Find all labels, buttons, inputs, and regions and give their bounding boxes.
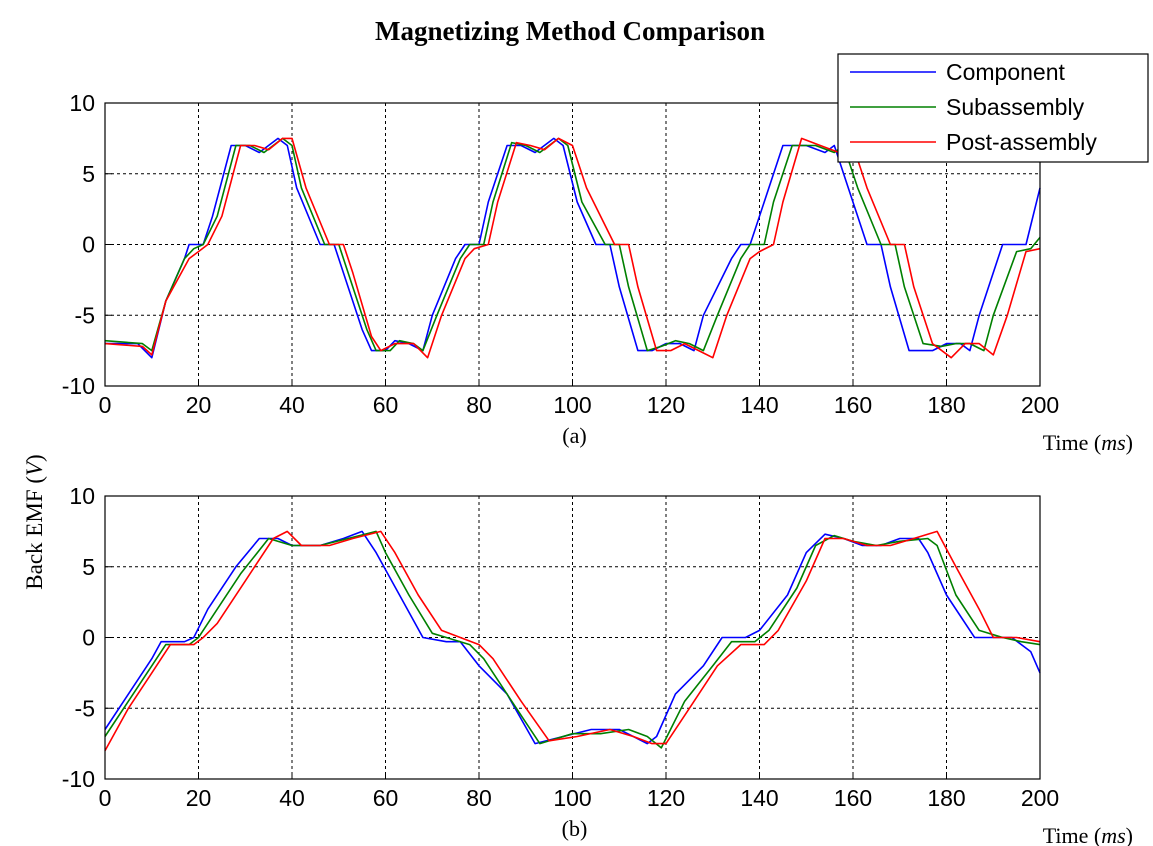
x-tick-label: 100 (553, 392, 591, 418)
legend-label: Post-assembly (946, 129, 1097, 155)
x-tick-label: 140 (740, 785, 778, 811)
series-line-component (104, 530, 1041, 745)
x-tick-label: 120 (647, 392, 685, 418)
x-tick-label: 60 (373, 392, 399, 418)
y-tick-label: 10 (69, 483, 95, 509)
x-tick-label: 20 (186, 392, 212, 418)
x-tick-label: 0 (99, 392, 112, 418)
x-tick-label: 180 (927, 392, 965, 418)
x-tick-label: 60 (373, 785, 399, 811)
x-tick-label: 160 (834, 392, 872, 418)
x-tick-label: 180 (927, 785, 965, 811)
x-tick-label: 160 (834, 785, 872, 811)
x-tick-label: 80 (466, 392, 492, 418)
y-tick-label: 5 (82, 554, 95, 580)
x-tick-label: 200 (1021, 785, 1059, 811)
y-axis-label-main: Back EMF ( (22, 476, 47, 590)
series-line-post-assembly (104, 530, 1041, 752)
panel-caption: (b) (562, 816, 588, 841)
panel-caption: (a) (562, 423, 586, 448)
y-tick-label: -5 (75, 302, 95, 328)
x-axis-label: Time (ms) (1043, 823, 1133, 846)
x-tick-label: 40 (279, 392, 305, 418)
y-tick-label: 0 (82, 232, 95, 258)
x-tick-label: 40 (279, 785, 305, 811)
y-tick-label: 5 (82, 161, 95, 187)
legend-label: Component (946, 59, 1066, 85)
x-tick-label: 0 (99, 785, 112, 811)
series-line-post-assembly (104, 137, 1041, 359)
panel-b: 0 20 40 60 80 100 120 140 160 180 200 10 5 0 -5 -10 (b) T… (62, 483, 1133, 846)
x-axis-label: Time (ms) (1043, 430, 1133, 455)
figure-title: Magnetizing Method Comparison (375, 16, 765, 46)
y-tick-label: 10 (69, 90, 95, 116)
series-line-component (105, 137, 1041, 359)
x-tick-label: 200 (1021, 392, 1059, 418)
y-tick-label: -10 (62, 766, 95, 792)
x-tick-label: 80 (466, 785, 492, 811)
x-tick-label: 120 (647, 785, 685, 811)
y-tick-label: 0 (82, 625, 95, 651)
y-tick-label: -10 (62, 373, 95, 399)
y-tick-label: -5 (75, 695, 95, 721)
legend-label: Subassembly (946, 94, 1085, 120)
legend: Component Subassembly Post-assembly (837, 53, 1149, 163)
x-tick-label: 140 (740, 392, 778, 418)
y-axis-label-close: ) (22, 454, 47, 462)
x-tick-label: 100 (553, 785, 591, 811)
x-tick-label: 20 (186, 785, 212, 811)
y-axis-label-unit: V (22, 459, 47, 476)
y-axis-label: Back EMF (V) (22, 454, 47, 589)
